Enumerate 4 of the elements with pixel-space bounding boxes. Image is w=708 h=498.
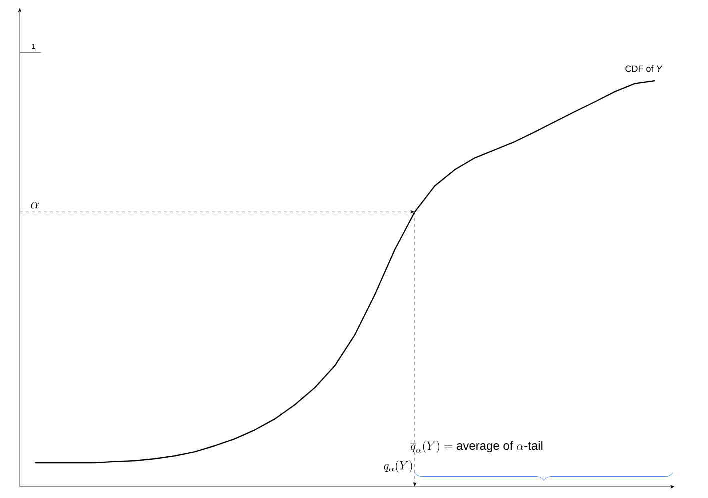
text: CDF of Y (626, 66, 663, 72)
annotation: $q_\alpha(Y)$ (384, 460, 412, 473)
annotation: $\overline{q}_\alpha(Y) = \mathrm{average\ of\ }\alpha\mbox{-tail}$ (410, 441, 543, 454)
ref-line-label: $\alpha$ (31, 202, 40, 209)
